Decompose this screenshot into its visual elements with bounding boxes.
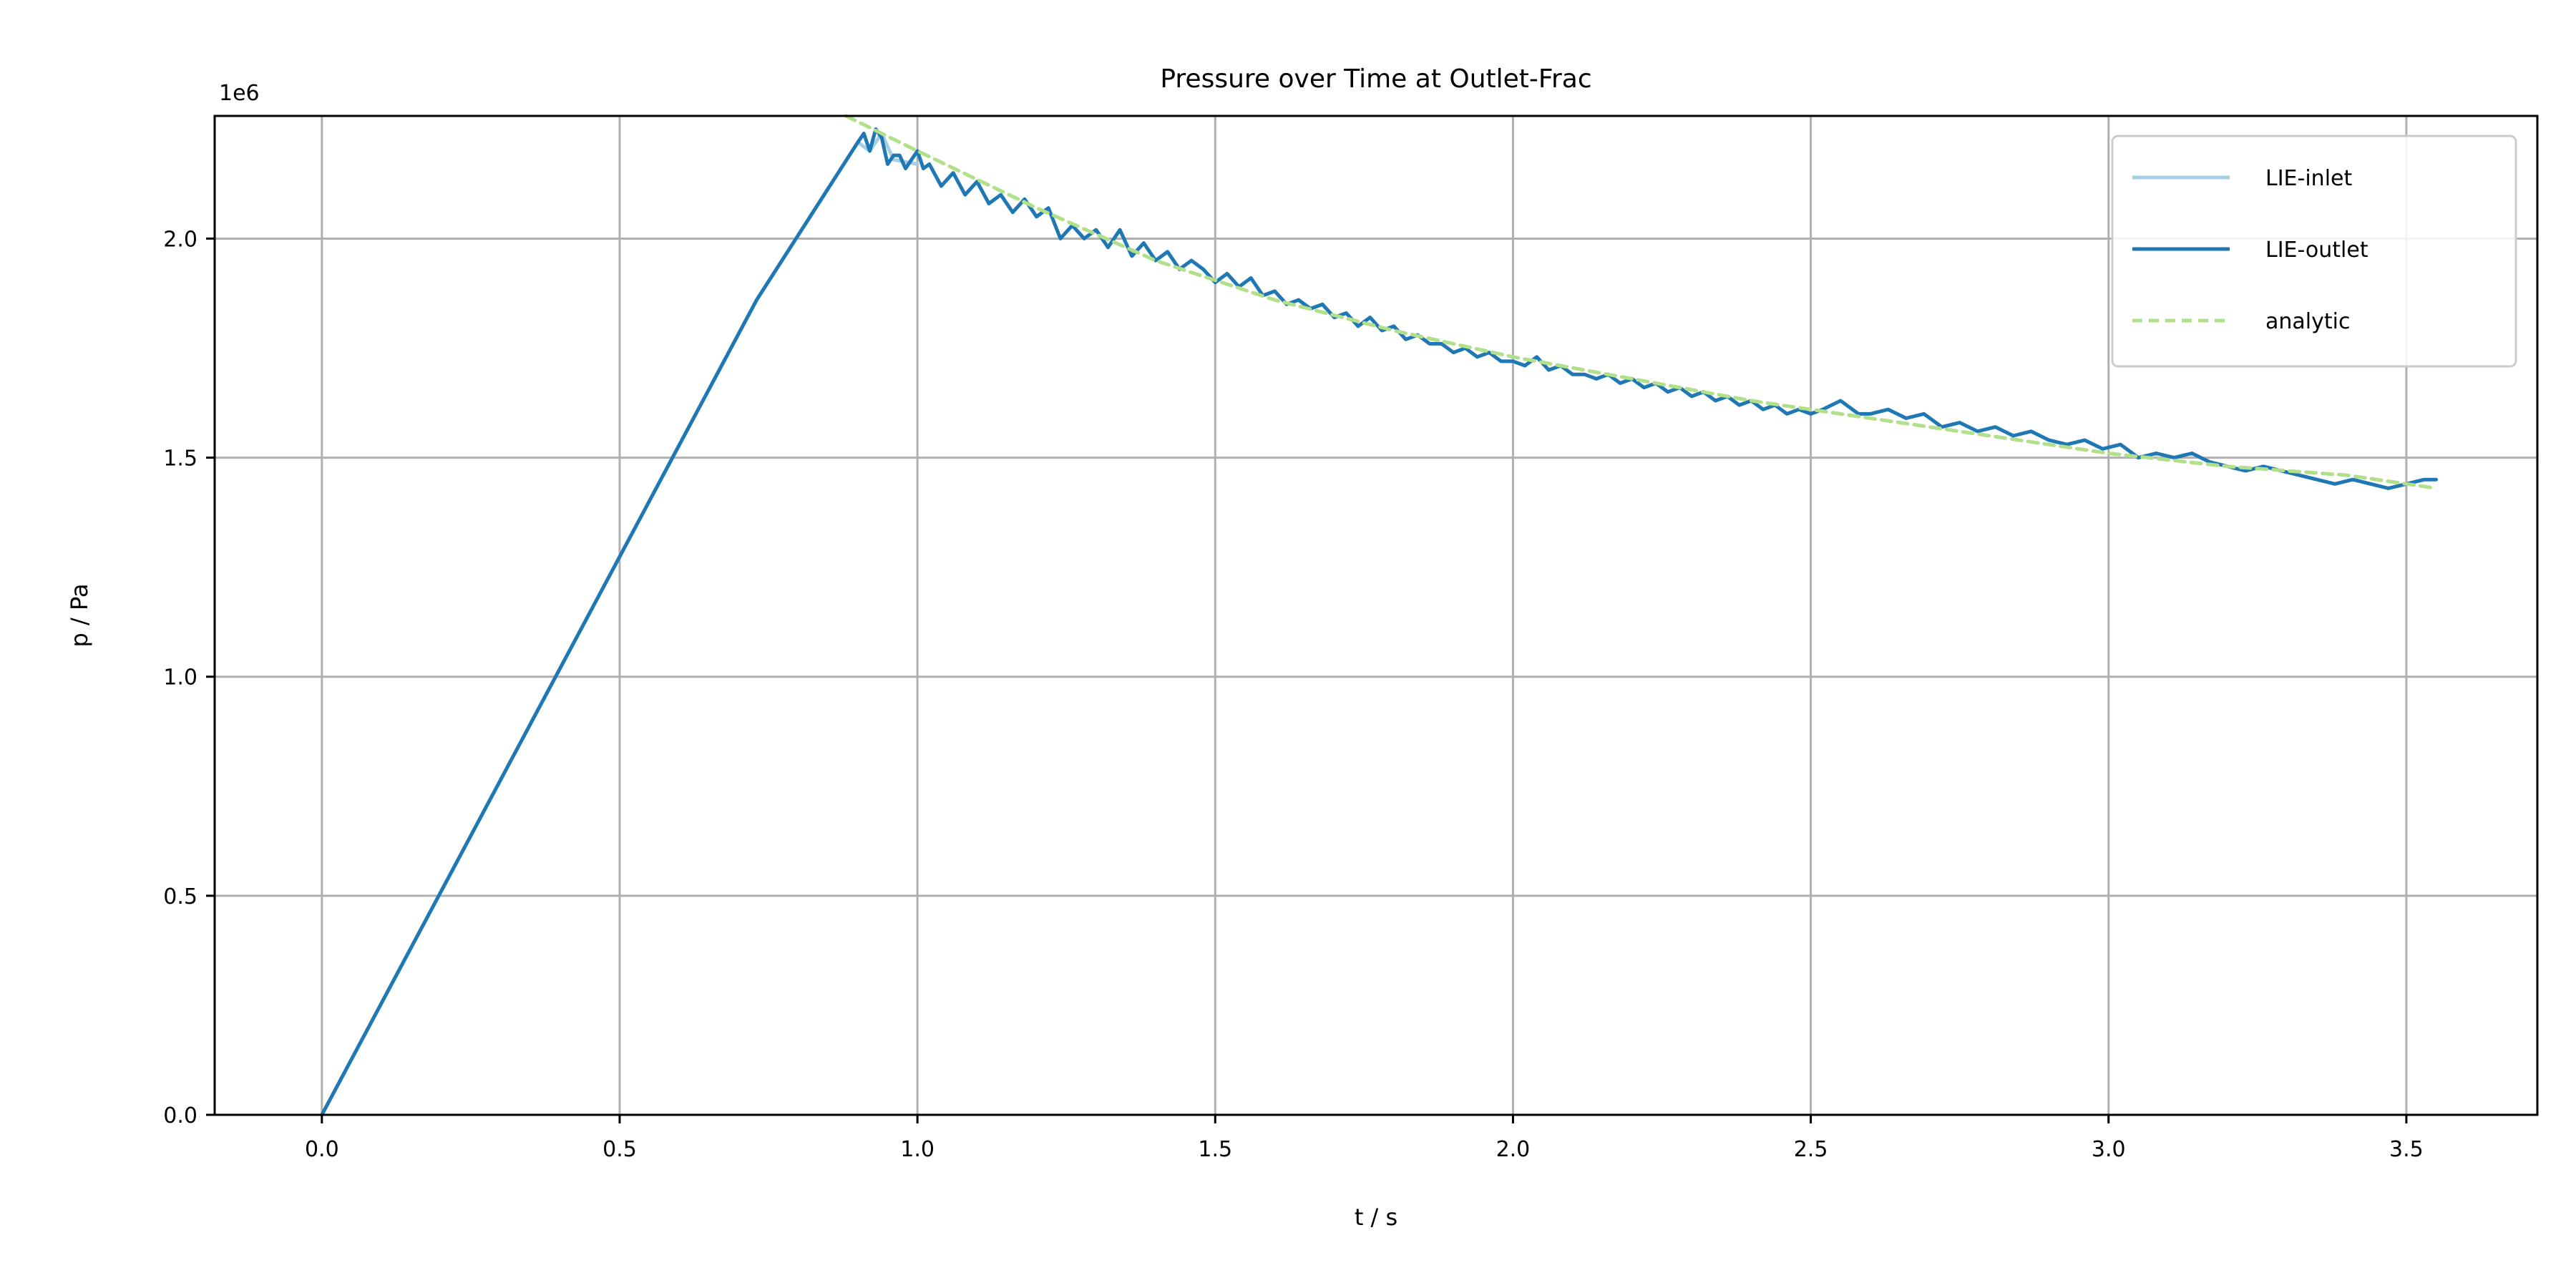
y-axis-ticks: 0.0 0.5 1.0 1.5 2.0 xyxy=(163,227,215,1128)
y-tick-label: 1.0 xyxy=(163,665,197,691)
x-axis-label: t / s xyxy=(1355,1204,1397,1231)
y-axis-label: p / Pa xyxy=(66,584,93,648)
legend-items: LIE-inlet LIE-outlet analytic xyxy=(2132,166,2368,334)
y-tick-label: 1.5 xyxy=(163,447,197,472)
legend-label: LIE-inlet xyxy=(2265,166,2352,191)
x-tick-label: 0.5 xyxy=(602,1137,637,1162)
x-tick-label: 3.5 xyxy=(2389,1137,2424,1162)
x-tick-label: 1.5 xyxy=(1198,1137,1232,1162)
series-line-lie-outlet xyxy=(320,127,2438,1117)
legend-label: LIE-outlet xyxy=(2265,238,2368,263)
x-tick-label: 2.0 xyxy=(1496,1137,1531,1162)
x-tick-label: 1.0 xyxy=(900,1137,935,1162)
x-tick-label: 0.0 xyxy=(305,1137,339,1162)
series-layer xyxy=(320,114,2438,1117)
y-axis-offset-text: 1e6 xyxy=(219,81,260,106)
x-tick-label: 2.5 xyxy=(1794,1137,1828,1162)
x-axis-ticks: 0.0 0.5 1.0 1.5 2.0 2.5 3.0 3.5 xyxy=(305,1115,2424,1162)
legend-box xyxy=(2111,135,2517,368)
series-line-analytic xyxy=(844,114,2438,490)
legend: LIE-inlet LIE-outlet analytic xyxy=(2111,135,2517,368)
chart-title: Pressure over Time at Outlet-Frac xyxy=(1160,64,1591,94)
y-tick-label: 2.0 xyxy=(163,227,197,252)
plot-frame xyxy=(213,114,2539,1116)
x-tick-label: 3.0 xyxy=(2092,1137,2126,1162)
y-tick-label: 0.0 xyxy=(163,1103,197,1128)
y-tick-label: 0.5 xyxy=(163,884,197,909)
legend-label: analytic xyxy=(2265,309,2350,334)
